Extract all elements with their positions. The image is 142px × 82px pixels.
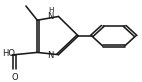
Text: HO: HO [2,49,15,58]
Text: H: H [48,7,54,13]
Text: N: N [48,12,54,21]
Text: N: N [48,51,54,60]
Text: O: O [11,73,18,82]
